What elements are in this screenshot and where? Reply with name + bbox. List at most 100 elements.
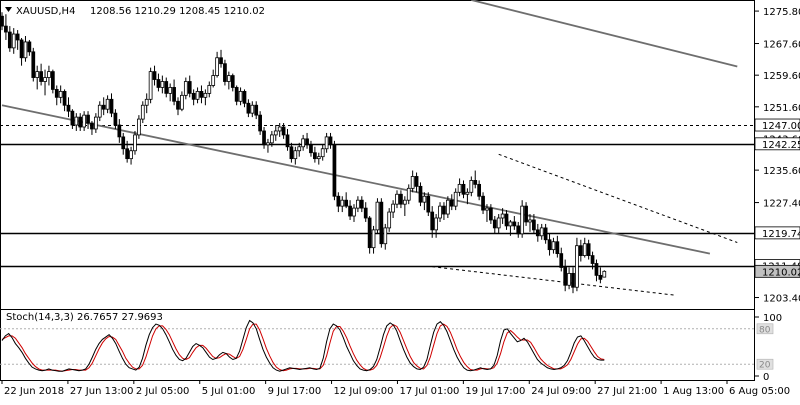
time-tick-label: 1 Aug 13:00 [663,386,724,397]
candle-body [211,75,216,86]
stochastic-panel [0,309,755,381]
candle-body [90,122,94,130]
candle-body [473,180,478,185]
candle-body [582,243,587,256]
candle-body [524,205,528,223]
time-tick-label: 6 Aug 05:00 [729,386,790,397]
candle-body [328,136,333,146]
level-price-label-bg [754,137,800,151]
candle-body [266,142,270,146]
candle-body [35,71,40,78]
candle-body [418,185,423,203]
level-price-label: 1219.74 [754,226,800,240]
candle-body [520,205,525,235]
candle-body [602,270,607,278]
candle-body [309,144,313,154]
candle-body [434,217,438,231]
candle-body [262,130,266,146]
candle-body [254,104,259,116]
candle-body [551,241,556,251]
candle-body [449,199,454,207]
candle-body [344,199,349,207]
candle-body [215,57,219,76]
candle-body [43,77,47,82]
candle-body [148,71,153,100]
candle-body [340,199,345,207]
time-tick-label: 5 Jul 01:00 [202,386,256,397]
candle-body [352,207,356,217]
candle-body [375,201,380,231]
candle-body [496,217,501,229]
level-price-label-bg [754,226,800,240]
candle-body [402,199,407,205]
candle-body [426,195,431,213]
candle-body [406,187,411,201]
candle-body [281,126,286,136]
candle-body [320,148,325,158]
level-price-label: 1242.25 [754,137,800,151]
candle-body [54,89,59,98]
stochastic-panel-border [0,309,755,381]
candle-body [11,33,16,49]
candle-body [293,150,298,160]
candle-body [125,148,130,160]
candle-body [199,90,204,98]
candle-body [422,195,427,203]
candle-body [94,116,98,130]
candle-body [477,183,482,197]
candle-body [559,253,564,268]
time-tick-label: 27 Jun 13:00 [70,386,134,397]
candle-body [359,199,364,209]
channel-trendline[interactable] [432,266,675,296]
candle-body [121,136,126,150]
time-tick-label: 22 Jun 2018 [4,386,64,397]
candle-body [508,221,513,227]
time-tick-label: 9 Jul 17:00 [268,386,322,397]
candle-body [395,193,399,205]
candle-body [86,114,90,124]
candle-body [19,39,24,59]
candle-body [152,71,157,80]
candle-body [238,90,243,102]
candle-body [438,205,442,219]
candle-body [313,152,317,160]
candle-body [129,150,133,160]
level-price-label-text: 1247.00 [762,121,800,132]
chart-header: XAUUSD,H4 1208.56 1210.29 1208.45 1210.0… [5,6,265,17]
candle-body [226,75,231,82]
symbol-timeframe: XAUUSD,H4 [16,6,75,17]
candle-body [195,90,200,100]
candle-body [578,245,583,256]
candle-body [567,272,571,286]
price-panel [0,0,755,310]
channel-trendline[interactable] [498,153,738,244]
candle-body [207,85,212,94]
candle-body [82,114,86,128]
candle-body [571,272,575,288]
candle-body [62,90,67,106]
candle-body [74,116,79,126]
candle-body [164,81,169,94]
candle-body [367,217,372,249]
candle-body [356,199,360,209]
candle-body [445,199,450,215]
stochastic-tick-label: 0 [763,372,769,383]
candle-body [500,213,505,219]
stochastic-label: Stoch(14,3,3) 26.7657 27.9693 [6,312,163,323]
ohlc-values: 1208.56 1210.29 1208.45 1210.02 [90,6,265,17]
trendline[interactable] [471,0,738,68]
candle-body [492,219,497,229]
candle-body [105,98,110,110]
collapse-triangle-icon[interactable] [5,7,12,12]
stochastic-level-label: 20 [759,361,771,371]
candle-body [23,41,28,59]
candle-body [70,110,75,126]
level-price-label-bg [754,118,800,132]
candle-body [301,138,306,148]
candle-body [324,136,329,150]
candle-body [117,124,122,138]
candle-body [543,227,548,241]
candle-body [180,94,184,110]
